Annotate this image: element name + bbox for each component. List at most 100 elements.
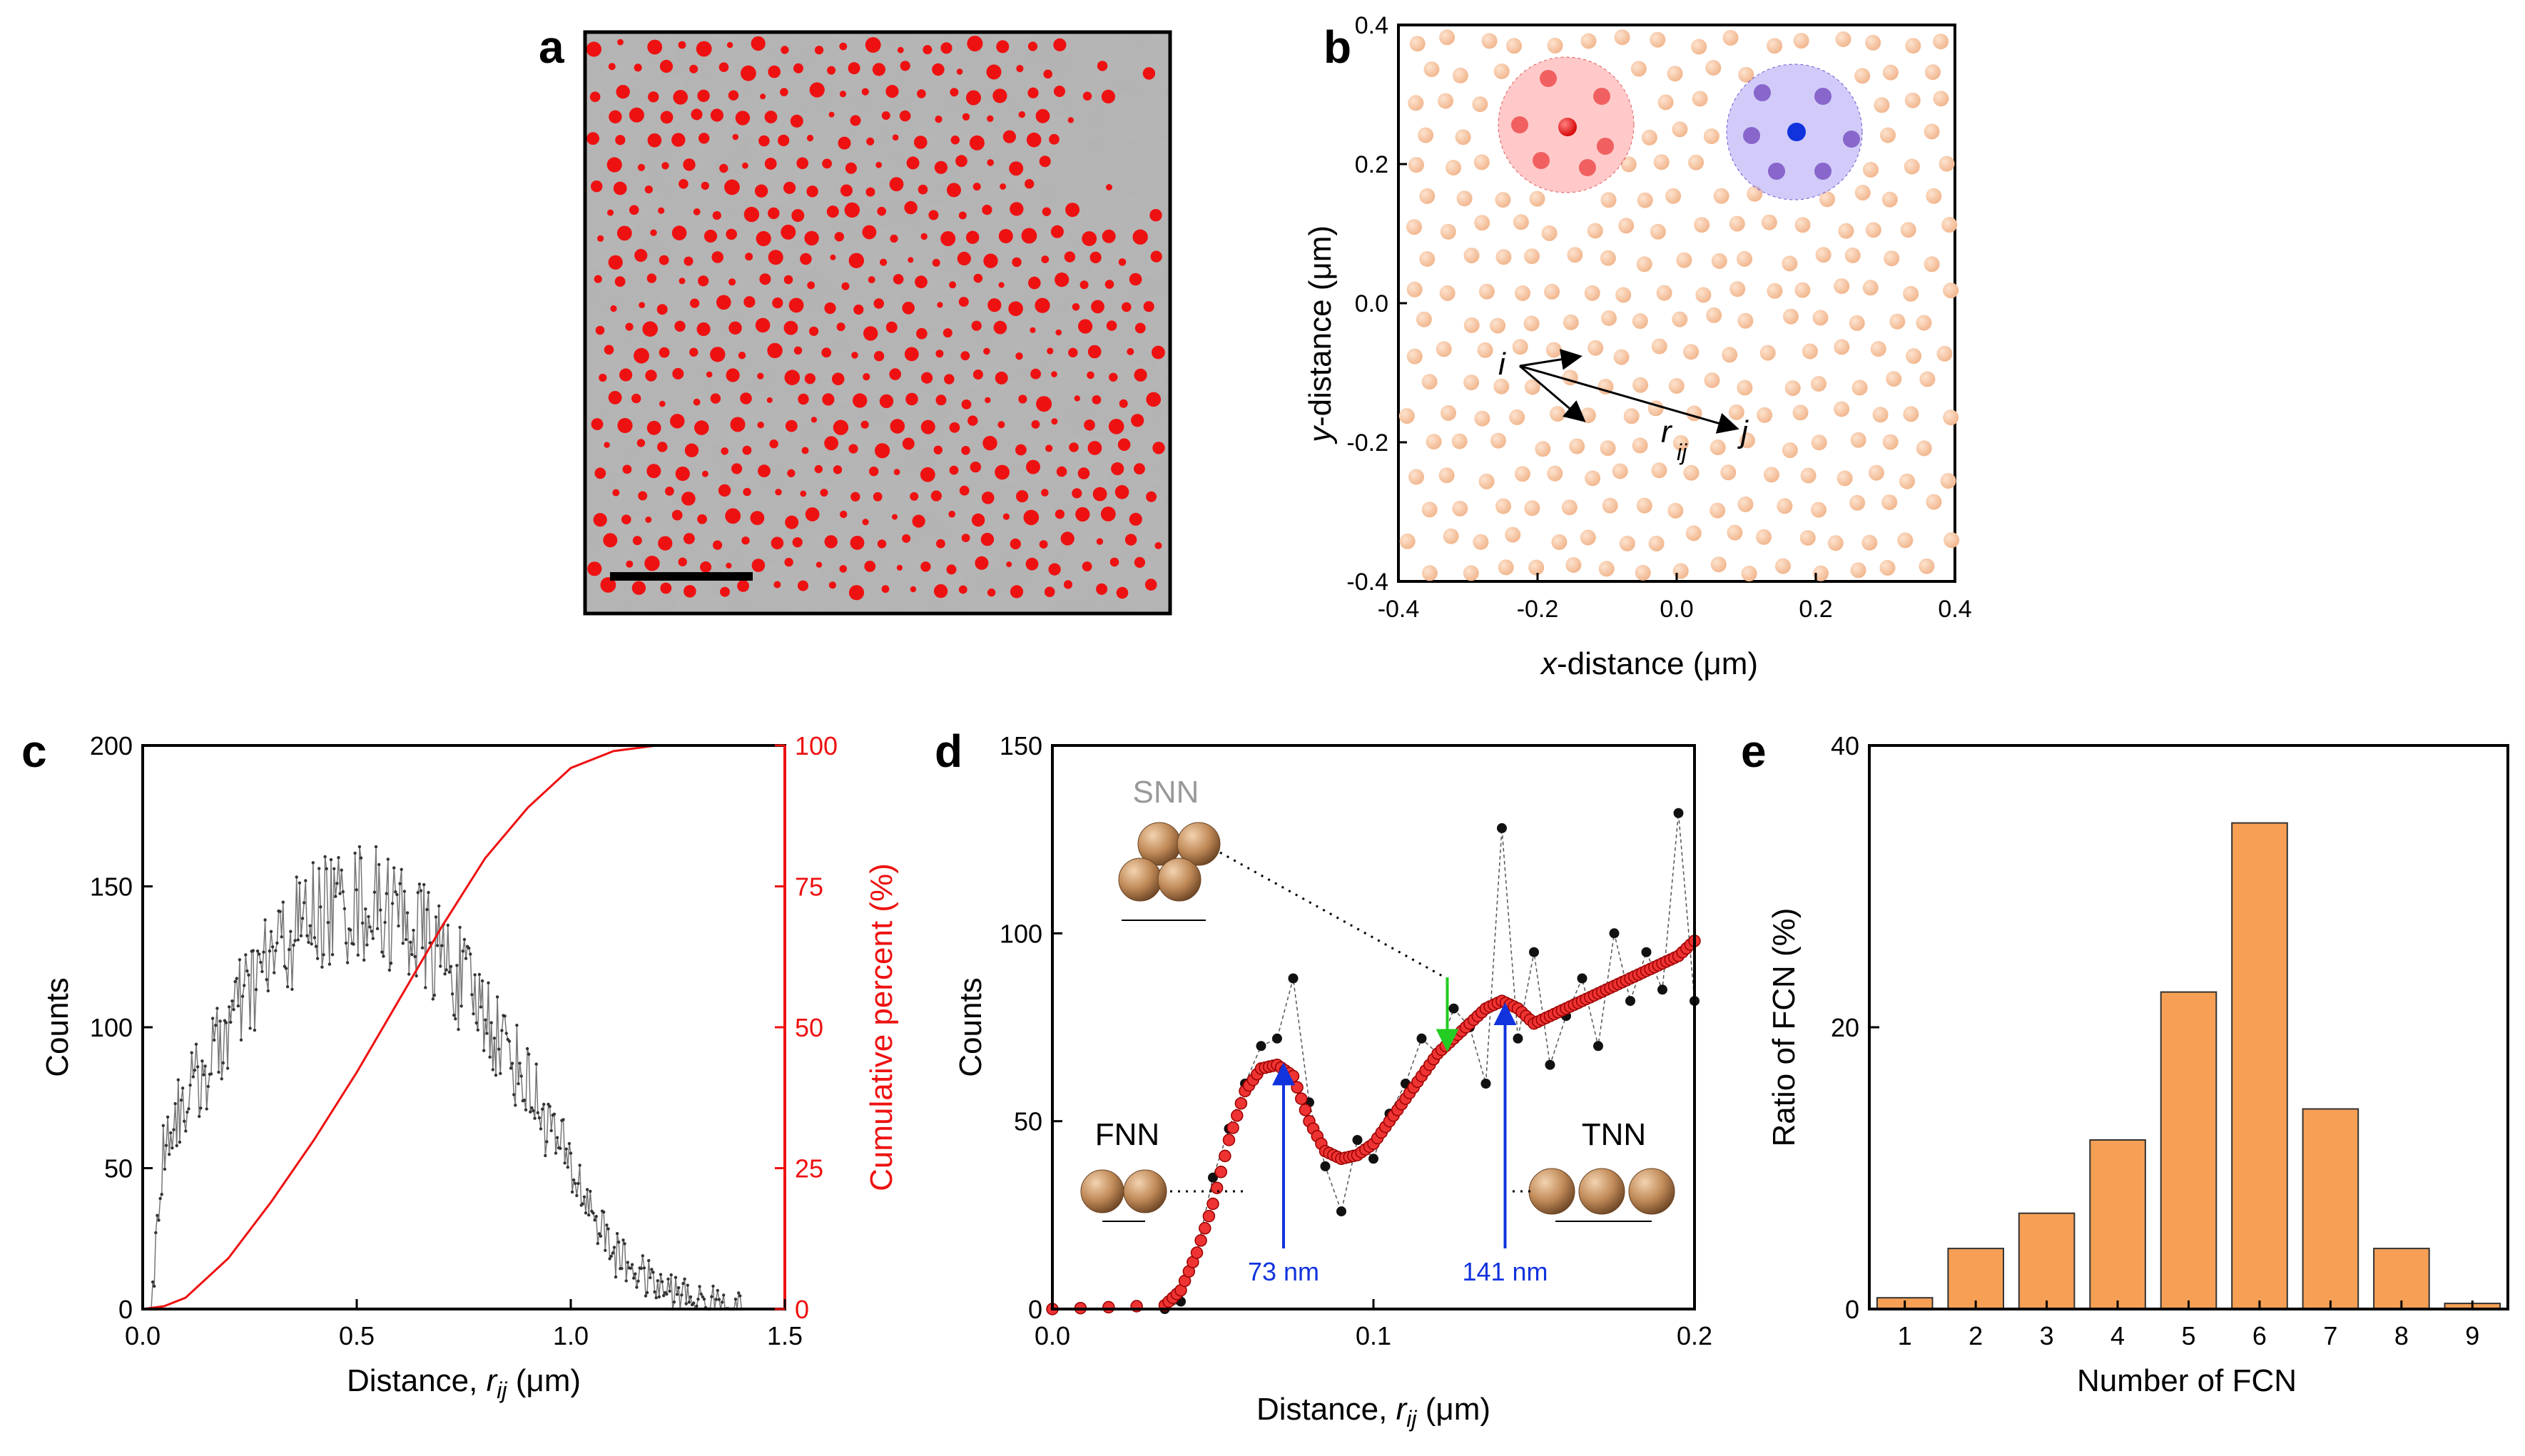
counts-point xyxy=(307,940,310,945)
counts-point xyxy=(209,1072,213,1076)
particle-position xyxy=(1650,223,1666,240)
raw-point xyxy=(1625,996,1635,1007)
particle-position xyxy=(1452,67,1468,83)
sphere-icon xyxy=(1628,1168,1675,1215)
particle-position xyxy=(1423,61,1440,78)
particle-marker xyxy=(1035,297,1050,313)
smoothed-point xyxy=(1295,1092,1308,1105)
particle-marker xyxy=(730,417,746,432)
particle-marker xyxy=(839,565,848,573)
particle-position xyxy=(1924,64,1941,81)
particle-position xyxy=(1619,535,1635,551)
particle-position xyxy=(1648,535,1665,551)
particle-position xyxy=(1443,528,1459,544)
particle-marker xyxy=(617,39,624,46)
x-tick-label: 0.0 xyxy=(125,1321,161,1350)
counts-point xyxy=(349,928,352,932)
raw-point xyxy=(1529,947,1539,957)
counts-point xyxy=(183,1119,186,1123)
smoothed-point xyxy=(1231,1109,1244,1122)
particle-marker xyxy=(1025,557,1039,571)
counts-point xyxy=(298,881,302,885)
counts-point xyxy=(288,947,291,952)
particle-marker xyxy=(879,394,894,409)
counts-point xyxy=(178,1140,182,1144)
counts-point xyxy=(278,910,282,913)
particle-position xyxy=(1741,566,1757,581)
particle-marker xyxy=(935,350,944,358)
counts-point xyxy=(711,1284,715,1288)
particle-marker xyxy=(772,297,783,309)
particle-position xyxy=(1547,37,1563,54)
counts-point xyxy=(410,952,414,957)
particle-marker xyxy=(966,230,980,244)
particle-marker xyxy=(648,91,659,103)
particle-position xyxy=(1551,534,1568,550)
particle-position xyxy=(1656,285,1672,301)
particle-marker xyxy=(885,321,898,333)
particle-marker xyxy=(644,185,653,194)
raw-point xyxy=(1641,947,1652,957)
particle-marker xyxy=(893,274,904,285)
counts-point xyxy=(722,1293,726,1297)
particle-marker xyxy=(1060,531,1074,546)
particle-position xyxy=(1865,222,1881,238)
counts-point xyxy=(340,868,343,872)
particle-marker xyxy=(1122,302,1132,312)
particle-marker xyxy=(659,347,670,358)
counts-point xyxy=(446,923,449,927)
counts-point xyxy=(199,1106,203,1110)
particle-marker xyxy=(791,209,805,223)
counts-point xyxy=(537,1116,542,1120)
particle-position xyxy=(1850,562,1866,579)
particle-marker xyxy=(920,419,935,434)
counts-point xyxy=(514,1104,517,1107)
counts-point xyxy=(310,942,313,946)
counts-point xyxy=(544,1154,547,1158)
particle-marker xyxy=(766,397,773,403)
particle-marker xyxy=(609,110,622,123)
particle-marker xyxy=(811,417,817,423)
particle-marker xyxy=(896,564,903,571)
counts-point xyxy=(570,1190,574,1194)
counts-point xyxy=(480,979,484,983)
y2-tick-label: 50 xyxy=(795,1013,823,1042)
particle-marker xyxy=(906,156,920,170)
y-tick-label: 150 xyxy=(90,872,133,902)
particle-marker xyxy=(1055,509,1065,519)
counts-point xyxy=(330,953,335,957)
particle-marker xyxy=(834,232,845,242)
raw-point xyxy=(1577,973,1587,984)
counts-point xyxy=(657,1295,661,1299)
particle-marker xyxy=(889,368,901,380)
blue-neighbors xyxy=(1743,84,1860,180)
particle-position xyxy=(1727,524,1743,541)
particle-marker xyxy=(1082,231,1097,246)
particle-position xyxy=(1409,36,1426,52)
counts-point xyxy=(296,938,300,942)
particle-marker xyxy=(726,228,737,240)
particle-position xyxy=(1438,93,1454,109)
counts-point xyxy=(243,984,246,987)
particle-marker xyxy=(690,298,700,308)
counts-point xyxy=(184,1129,188,1133)
counts-point xyxy=(220,1077,223,1081)
particle-marker xyxy=(947,183,961,198)
particle-marker xyxy=(619,368,633,382)
particle-marker xyxy=(720,586,730,597)
particle-marker xyxy=(1129,512,1142,526)
particle-position xyxy=(1940,473,1956,489)
counts-point xyxy=(507,1039,512,1043)
particle-position xyxy=(1524,248,1540,265)
panel-b-xlabel: x-distance (μm) xyxy=(1540,646,1758,681)
particle-marker xyxy=(1039,156,1051,168)
counts-point xyxy=(176,1078,180,1081)
counts-point xyxy=(372,890,377,894)
counts-point xyxy=(504,1032,508,1035)
counts-point xyxy=(166,1115,170,1119)
particle-marker xyxy=(1087,345,1102,359)
counts-point xyxy=(235,977,238,980)
particle-position xyxy=(1565,557,1582,573)
x-tick-label: 6 xyxy=(2252,1321,2267,1350)
particle-position xyxy=(1463,565,1479,581)
